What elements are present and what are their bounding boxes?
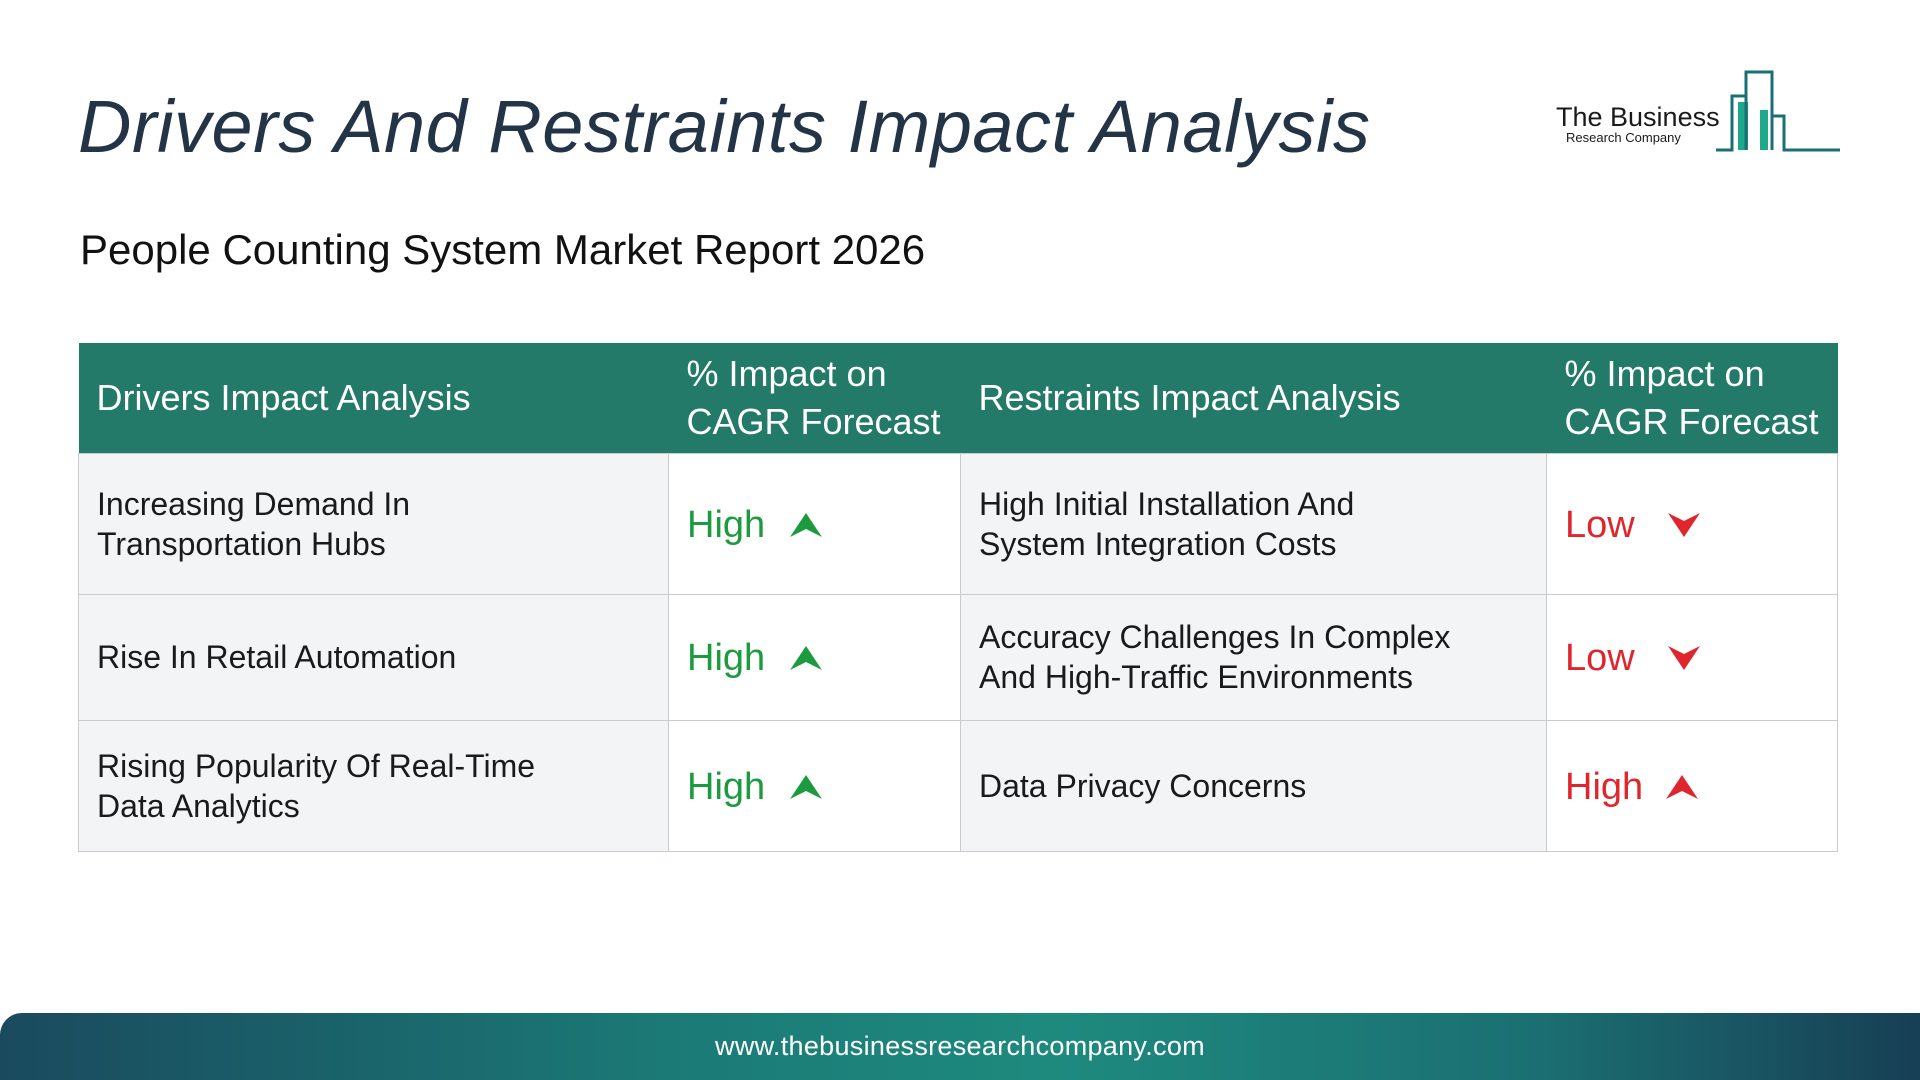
company-logo: The Business Research Company: [1550, 66, 1840, 158]
driver-text-line2: Transportation Hubs: [97, 525, 386, 562]
driver-cell: Rising Popularity Of Real-Time Data Anal…: [78, 719, 669, 852]
header-restraints: Restraints Impact Analysis: [960, 343, 1547, 453]
driver-impact-cell: High: [668, 452, 961, 595]
header-drivers: Drivers Impact Analysis: [78, 343, 669, 453]
restraint-text-line2: System Integration Costs: [979, 525, 1337, 562]
table-row: Rise In Retail Automation High Accuracy …: [78, 593, 1838, 721]
restraint-text-line1: Accuracy Challenges In Complex: [979, 619, 1451, 655]
page-title: Drivers And Restraints Impact Analysis: [78, 85, 1371, 168]
restraint-text-line1: High Initial Installation And: [979, 485, 1355, 522]
restraint-cell: Data Privacy Concerns: [960, 719, 1547, 852]
logo-text-line2: Research Company: [1566, 130, 1681, 145]
logo-text-line1: The Business: [1556, 102, 1720, 132]
driver-text-line1: Increasing Demand In: [97, 485, 411, 522]
arrow-up-icon: [790, 512, 823, 537]
header-restraints-impact-line1: % Impact on: [1564, 352, 1765, 394]
driver-text-line1: Rising Popularity Of Real-Time: [97, 747, 536, 784]
arrow-up-icon: [1666, 774, 1699, 799]
driver-cell: Rise In Retail Automation: [78, 593, 669, 721]
driver-impact-level: High: [687, 637, 766, 680]
restraint-impact-cell: Low: [1546, 452, 1838, 595]
header-restraints-impact-line2: CAGR Forecast: [1564, 400, 1819, 442]
building-bars-icon: [1716, 70, 1840, 152]
report-subtitle: People Counting System Market Report 202…: [80, 226, 926, 273]
restraint-text-line1: Data Privacy Concerns: [979, 767, 1307, 804]
driver-impact-level: High: [687, 503, 766, 546]
driver-text-line2: Data Analytics: [97, 787, 300, 824]
restraint-impact-cell: High: [1546, 719, 1838, 852]
arrow-down-icon: [1667, 646, 1700, 671]
driver-impact-cell: High: [668, 719, 961, 852]
driver-text-line1: Rise In Retail Automation: [97, 639, 457, 675]
header-drivers-impact: % Impact on CAGR Forecast: [668, 343, 961, 453]
footer-url-link[interactable]: www.thebusinessresearchcompany.com: [715, 1031, 1205, 1061]
header-drivers-impact-line1: % Impact on: [686, 352, 887, 394]
arrow-down-icon: [1667, 512, 1700, 537]
restraint-impact-level: Low: [1565, 637, 1635, 680]
driver-impact-cell: High: [668, 593, 961, 721]
restraint-text-line2: And High-Traffic Environments: [979, 659, 1413, 695]
table-header-row: Drivers Impact Analysis % Impact on CAGR…: [78, 343, 1838, 453]
table-row: Rising Popularity Of Real-Time Data Anal…: [78, 719, 1838, 852]
restraint-cell: Accuracy Challenges In Complex And High-…: [960, 593, 1547, 721]
arrow-up-icon: [790, 646, 823, 671]
impact-table: Drivers Impact Analysis % Impact on CAGR…: [78, 343, 1838, 852]
header-restraints-impact: % Impact on CAGR Forecast: [1546, 343, 1838, 453]
table-row: Increasing Demand In Transportation Hubs…: [78, 452, 1838, 595]
footer-bar: www.thebusinessresearchcompany.com: [0, 1013, 1920, 1080]
restraint-impact-level: Low: [1565, 503, 1635, 546]
driver-cell: Increasing Demand In Transportation Hubs: [78, 452, 669, 595]
header-drivers-impact-line2: CAGR Forecast: [686, 400, 941, 442]
driver-impact-level: High: [687, 765, 766, 808]
restraint-impact-level: High: [1565, 765, 1644, 808]
restraint-impact-cell: Low: [1546, 593, 1838, 721]
restraint-cell: High Initial Installation And System Int…: [960, 452, 1547, 595]
arrow-up-icon: [790, 774, 823, 799]
